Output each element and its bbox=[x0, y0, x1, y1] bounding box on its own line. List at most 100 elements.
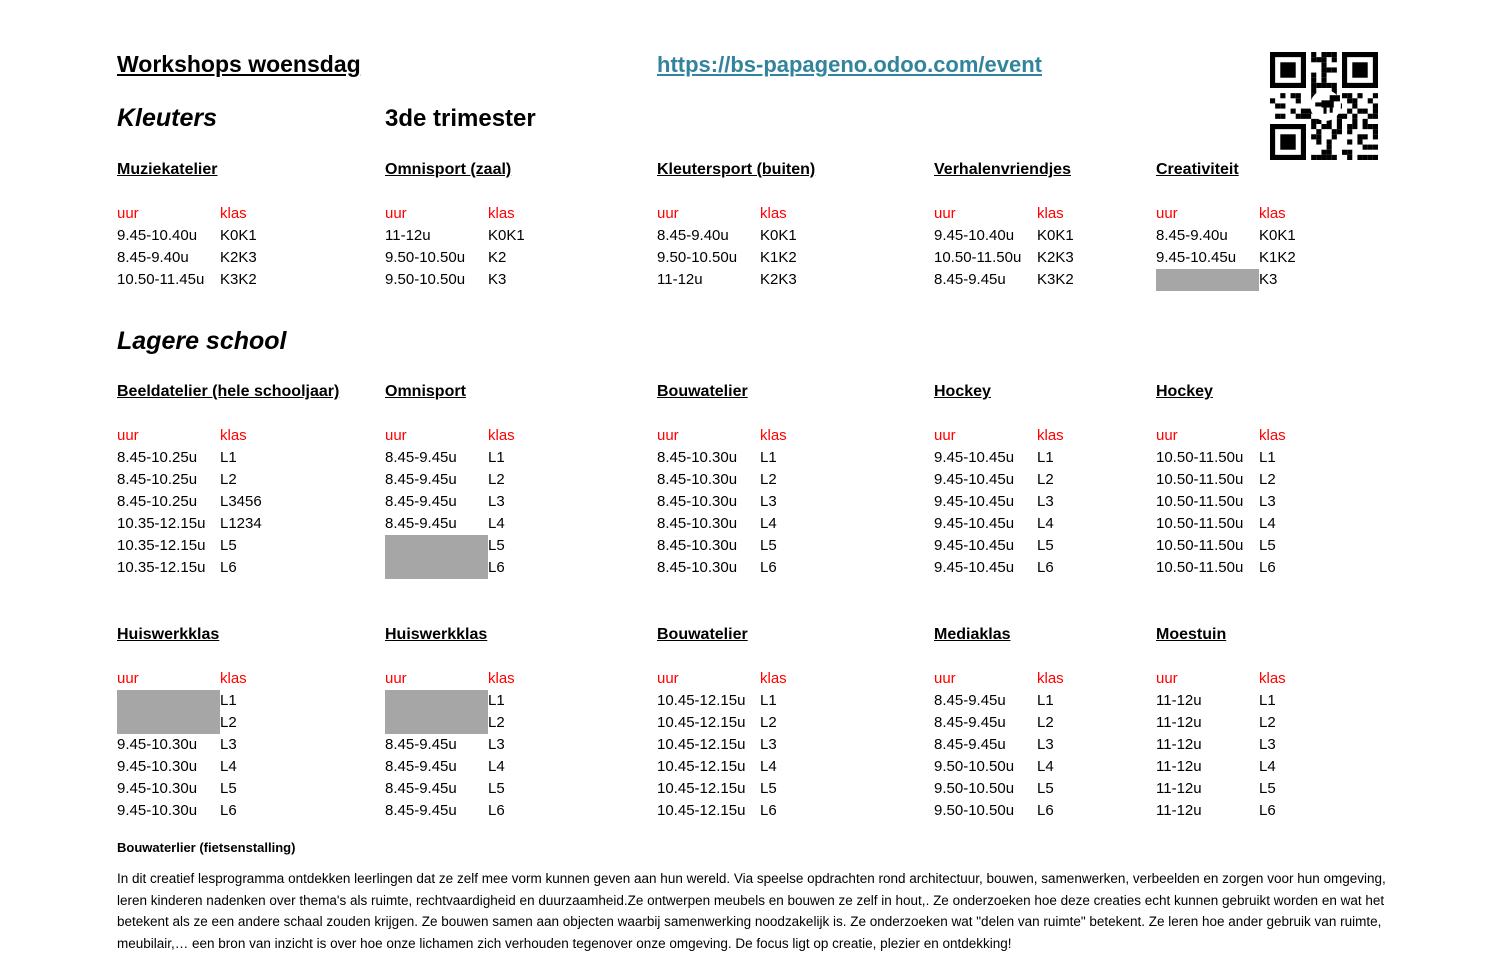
schedule-row: 9.50-10.50u K3 bbox=[385, 269, 525, 291]
klas-cell: L3 bbox=[1259, 736, 1276, 753]
schedule-row: 8.45-10.30u L3 bbox=[657, 491, 787, 513]
uur-cell: 10.45-12.15u bbox=[657, 736, 746, 753]
uur-header: uur bbox=[117, 670, 139, 687]
schedule-row: 9.45-10.45u L6 bbox=[934, 557, 1064, 579]
uur-cell bbox=[1156, 269, 1259, 291]
klas-cell: L3 bbox=[1037, 736, 1054, 753]
schedule-row: 9.45-10.30u L5 bbox=[117, 778, 247, 800]
klas-cell: K3 bbox=[488, 271, 507, 288]
schedule-row: 10.50-11.50u L4 bbox=[1156, 513, 1286, 535]
klas-cell: K1K2 bbox=[1259, 249, 1296, 266]
schedule-row: 10.50-11.45u K3K2 bbox=[117, 269, 257, 291]
schedule-row: K3 bbox=[1156, 269, 1296, 291]
uur-cell bbox=[385, 557, 488, 579]
event-link[interactable]: https://bs-papageno.odoo.com/event bbox=[657, 52, 1043, 77]
uur-cell: 10.45-12.15u bbox=[657, 714, 746, 731]
uur-cell: 9.50-10.50u bbox=[934, 780, 1015, 797]
klas-cell: L4 bbox=[488, 515, 505, 532]
schedule-row: 8.45-9.45u L4 bbox=[385, 513, 515, 535]
schedule-row: L1 bbox=[117, 690, 247, 712]
schedule-row: 11-12u L4 bbox=[1156, 756, 1286, 778]
uur-cell bbox=[117, 690, 220, 712]
klas-cell: L1 bbox=[1037, 449, 1054, 466]
uur-cell: 9.45-10.40u bbox=[934, 227, 1015, 244]
klas-cell: L3 bbox=[1259, 493, 1276, 510]
klas-cell: L1 bbox=[1037, 692, 1054, 709]
schedule-row: 8.45-9.45u K3K2 bbox=[934, 269, 1074, 291]
klas-cell: L5 bbox=[488, 537, 505, 554]
uur-cell bbox=[385, 690, 488, 712]
workshop-block: Bouwatelier uur klas 8.45-10.30u L1 8.45… bbox=[657, 382, 934, 579]
schedule-header-row: uur klas bbox=[385, 203, 525, 225]
uur-cell: 8.45-9.45u bbox=[385, 780, 457, 797]
klas-cell: L2 bbox=[1259, 714, 1276, 731]
klas-cell: L1 bbox=[220, 692, 237, 709]
schedule-table: uur klas 9.45-10.40u K0K1 8.45-9.40u K2K… bbox=[117, 203, 257, 291]
klas-cell: L1 bbox=[488, 449, 505, 466]
workshop-title: Hockey bbox=[934, 383, 991, 400]
uur-cell: 8.45-10.25u bbox=[117, 471, 198, 488]
uur-header: uur bbox=[657, 205, 679, 222]
klas-cell: L3 bbox=[1037, 493, 1054, 510]
schedule-header-row: uur klas bbox=[1156, 425, 1286, 447]
schedule-table: uur klas 8.45-10.25u L1 8.45-10.25u L2 8… bbox=[117, 425, 262, 579]
workshop-title: Huiswerkklas bbox=[385, 626, 488, 643]
workshop-block: Hockey uur klas 9.45-10.45u L1 9.45-10.4… bbox=[934, 382, 1156, 579]
schedule-row: 10.50-11.50u L6 bbox=[1156, 557, 1286, 579]
uur-cell: 10.50-11.45u bbox=[117, 271, 205, 288]
klas-header: klas bbox=[1259, 670, 1286, 687]
uur-header: uur bbox=[657, 427, 679, 444]
klas-cell: L5 bbox=[1037, 780, 1054, 797]
schedule-row: 10.50-11.50u L1 bbox=[1156, 447, 1286, 469]
kleuters-heading-row: Kleuters 3de trimester bbox=[117, 103, 536, 134]
klas-cell: K3 bbox=[1259, 271, 1278, 288]
klas-cell: L6 bbox=[488, 559, 505, 576]
schedule-table: uur klas 11-12u K0K1 9.50-10.50u K2 9.50… bbox=[385, 203, 525, 291]
uur-cell: 8.45-10.30u bbox=[657, 515, 738, 532]
workshop-title: Hockey bbox=[1156, 383, 1213, 400]
schedule-row: 10.35-12.15u L5 bbox=[117, 535, 262, 557]
schedule-table: uur klas 9.45-10.45u L1 9.45-10.45u L2 9… bbox=[934, 425, 1064, 579]
klas-cell: L5 bbox=[760, 537, 777, 554]
klas-cell: L1 bbox=[1259, 449, 1276, 466]
uur-cell bbox=[385, 712, 488, 734]
schedule-header-row: uur klas bbox=[117, 203, 257, 225]
schedule-row: 8.45-10.30u L1 bbox=[657, 447, 787, 469]
uur-cell: 9.45-10.45u bbox=[934, 515, 1015, 532]
schedule-row: 10.35-12.15u L6 bbox=[117, 557, 262, 579]
schedule-header-row: uur klas bbox=[1156, 203, 1296, 225]
uur-cell: 8.45-10.30u bbox=[657, 537, 738, 554]
schedule-row: 10.45-12.15u L5 bbox=[657, 778, 787, 800]
schedule-row: 8.45-9.45u L1 bbox=[385, 447, 515, 469]
schedule-row: 9.45-10.30u L6 bbox=[117, 800, 247, 822]
uur-cell: 9.45-10.45u bbox=[934, 493, 1015, 510]
kleuters-grid: Muziekatelier uur klas 9.45-10.40u K0K1 … bbox=[117, 160, 1390, 291]
klas-cell: L2 bbox=[220, 714, 237, 731]
schedule-header-row: uur klas bbox=[657, 425, 787, 447]
uur-cell: 10.35-12.15u bbox=[117, 537, 206, 554]
uur-cell: 8.45-9.45u bbox=[385, 736, 457, 753]
schedule-row: 10.50-11.50u L2 bbox=[1156, 469, 1286, 491]
schedule-row: 8.45-9.45u L4 bbox=[385, 756, 515, 778]
klas-cell: L6 bbox=[760, 559, 777, 576]
uur-cell: 9.45-10.45u bbox=[934, 537, 1015, 554]
schedule-row: 8.45-9.45u L1 bbox=[934, 690, 1064, 712]
uur-cell: 8.45-9.45u bbox=[934, 736, 1006, 753]
footer-heading: Bouwaterlier (fietsenstalling) bbox=[117, 840, 296, 855]
workshop-title: Verhalenvriendjes bbox=[934, 161, 1071, 178]
uur-header: uur bbox=[934, 205, 956, 222]
schedule-row: L1 bbox=[385, 690, 515, 712]
klas-cell: L4 bbox=[220, 758, 237, 775]
klas-cell: L5 bbox=[220, 537, 237, 554]
schedule-header-row: uur klas bbox=[657, 203, 797, 225]
schedule-row: 9.50-10.50u K1K2 bbox=[657, 247, 797, 269]
uur-header: uur bbox=[657, 670, 679, 687]
schedule-row: 8.45-9.45u L3 bbox=[385, 734, 515, 756]
uur-cell: 11-12u bbox=[1156, 714, 1202, 731]
schedule-row: L5 bbox=[385, 535, 515, 557]
schedule-row: 9.45-10.45u L2 bbox=[934, 469, 1064, 491]
uur-cell: 9.50-10.50u bbox=[934, 802, 1015, 819]
schedule-row: 10.45-12.15u L3 bbox=[657, 734, 787, 756]
workshop-block: Omnisport uur klas 8.45-9.45u L1 8.45-9.… bbox=[385, 382, 657, 579]
uur-cell: 10.45-12.15u bbox=[657, 802, 746, 819]
